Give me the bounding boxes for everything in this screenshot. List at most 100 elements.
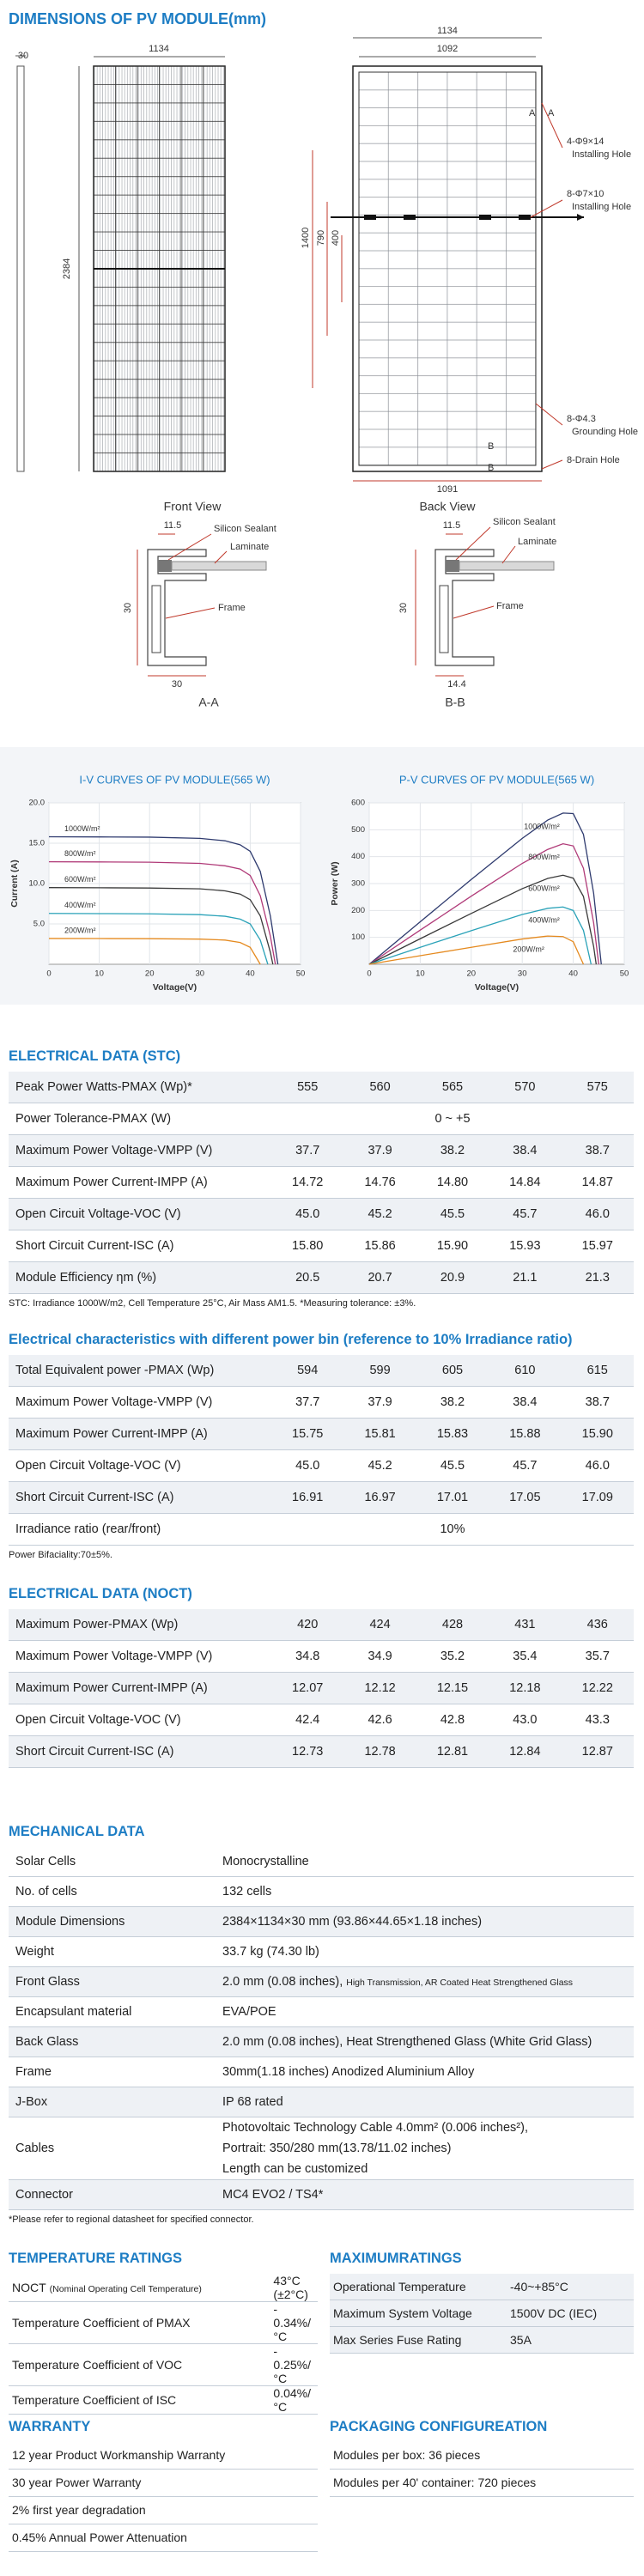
maximum-ratings: MAXIMUMRATINGS Operational Temperature -40… <box>330 2243 634 2354</box>
cell: 14.80 <box>416 1166 489 1199</box>
table-row: Frame 30mm(1.18 inches) Anodized Aluminiu… <box>9 2057 634 2087</box>
row-label: Open Circuit Voltage-VOC (V) <box>9 1704 271 1736</box>
table-row: Peak Power Watts-PMAX (Wp)* 555 560 565 570 5… <box>9 1072 634 1103</box>
dimension-label: 2384 <box>62 258 72 279</box>
list-item: Modules per box: 36 pieces <box>330 2442 634 2470</box>
cell: 15.90 <box>416 1230 489 1262</box>
series-label: 800W/m² <box>64 849 96 858</box>
cell: 45.0 <box>271 1449 344 1482</box>
cell: 570 <box>489 1072 562 1103</box>
row-label: Encapsulant material <box>9 1996 216 2027</box>
row-label: Short Circuit Current-ISC (A) <box>9 1230 271 1262</box>
cell: 14.84 <box>489 1166 562 1199</box>
row-label: Maximum Power Current-IMPP (A) <box>9 1166 271 1199</box>
x-tick-label: 10 <box>416 969 425 979</box>
note-label: 4-Φ9×14 <box>567 137 604 147</box>
leader <box>530 199 563 218</box>
warranty: WARRANTY 12 year Product Workmanship Warr… <box>9 2411 318 2552</box>
cell: 15.93 <box>489 1230 562 1262</box>
chart-title: I-V CURVES OF PV MODULE(565 W) <box>79 773 270 786</box>
series-line <box>48 913 269 965</box>
cell: 35.7 <box>561 1640 634 1673</box>
x-tick-label: 20 <box>145 969 155 979</box>
cell: 560 <box>343 1072 416 1103</box>
cell: 12.81 <box>416 1735 489 1768</box>
table-row: J-Box IP 68 rated <box>9 2087 634 2117</box>
row-label: Irradiance ratio (rear/front) <box>9 1513 271 1546</box>
note: Power Bifaciality:70±5%. <box>9 1550 112 1560</box>
x-tick-label: 0 <box>367 969 371 979</box>
value-text: 33.7 kg (74.30 lb) <box>222 1945 319 1959</box>
cell: 12.84 <box>489 1735 562 1768</box>
cell: 45.2 <box>343 1198 416 1230</box>
value-text: 2.0 mm (0.08 inches), Heat Strengthened … <box>222 2035 592 2049</box>
leader <box>167 533 212 561</box>
y-tick-label: 5.0 <box>33 920 45 929</box>
row-value: 132 cells <box>216 1876 634 1907</box>
value-text: 2.0 mm (0.08 inches), <box>222 1975 343 1989</box>
y-tick-label: 300 <box>351 879 365 889</box>
table-row: Maximum System Voltage 1500V DC (IEC) <box>330 2300 634 2327</box>
x-tick-label: 40 <box>246 969 255 979</box>
table-row: Maximum Power Voltage-VMPP (V) 37.7 37.9 38… <box>9 1134 634 1167</box>
x-tick-label: 10 <box>94 969 104 979</box>
cell: 17.09 <box>561 1481 634 1514</box>
data-table: Solar Cells Monocrystalline No. of cells 13… <box>9 1847 634 2210</box>
mounting-hole <box>364 215 376 220</box>
cell: 37.9 <box>343 1386 416 1419</box>
cell: 34.8 <box>271 1640 344 1673</box>
y-tick-label: 10.0 <box>29 879 46 889</box>
y-tick-label: 15.0 <box>29 839 46 848</box>
cell: 15.83 <box>416 1418 489 1450</box>
note: *Please refer to regional datasheet for … <box>9 2215 254 2225</box>
row-label: Short Circuit Current-ISC (A) <box>9 1735 271 1768</box>
cell: 16.91 <box>271 1481 344 1514</box>
row-label: Max Series Fuse Rating <box>330 2326 503 2354</box>
row-label: Total Equivalent power -PMAX (Wp) <box>9 1355 271 1387</box>
cell: 38.4 <box>489 1134 562 1167</box>
row-value: 35A <box>503 2326 634 2354</box>
row-label: J-Box <box>9 2087 216 2117</box>
value-text: MC4 EVO2 / TS4* <box>222 2188 324 2202</box>
frame-profile <box>434 549 555 666</box>
row-value: Monocrystalline <box>216 1847 634 1877</box>
table-row: Maximum Power Voltage-VMPP (V) 34.8 34.9 35… <box>9 1640 634 1673</box>
label-text: Operational Temperature <box>333 2280 466 2293</box>
cell: 15.97 <box>561 1230 634 1262</box>
section-title: MECHANICAL DATA <box>9 1824 145 1839</box>
row-label: Back Glass <box>9 2026 216 2057</box>
value-note: High Transmission, AR Coated Heat Streng… <box>346 1978 574 1988</box>
cell: 428 <box>416 1609 489 1641</box>
cell: 12.22 <box>561 1672 634 1704</box>
label-note: (Nominal Operating Cell Temperature) <box>49 2284 202 2294</box>
note-label: Grounding Hole <box>572 427 638 437</box>
cell: 420 <box>271 1609 344 1641</box>
series-line <box>368 874 597 965</box>
cell: 15.75 <box>271 1418 344 1450</box>
list-item: 30 year Power Warranty <box>9 2470 318 2497</box>
arrow <box>577 214 584 221</box>
leader <box>501 545 516 564</box>
y-tick-label: 100 <box>351 933 365 942</box>
table-row: Maximum Power Current-IMPP (A) 12.07 12.12… <box>9 1672 634 1704</box>
row-label: No. of cells <box>9 1876 216 1907</box>
table-row: NOCT (Nominal Operating Cell Temperature)… <box>9 2274 318 2302</box>
cell: 43.0 <box>489 1704 562 1736</box>
list-item: Modules per 40' container: 720 pieces <box>330 2470 634 2497</box>
temperature-ratings: TEMPERATURE RATINGS NOCT (Nominal Operatin… <box>9 2243 318 2415</box>
cell: 12.15 <box>416 1672 489 1704</box>
row-value: - 0.34%/°C <box>266 2301 318 2344</box>
row-label: Connector <box>9 2179 216 2210</box>
leader <box>541 459 563 470</box>
x-axis-label: Voltage(V) <box>475 982 519 993</box>
section-mark: A <box>529 108 536 118</box>
view-caption: Front View <box>164 500 222 513</box>
value-text: IP 68 rated <box>222 2095 283 2109</box>
dimension-label: 30 <box>123 603 133 613</box>
dimension-label: 11.5 <box>443 520 461 531</box>
note-label: 8-Φ4.3 <box>567 414 596 424</box>
cell: 14.87 <box>561 1166 634 1199</box>
row-label: Frame <box>9 2057 216 2087</box>
row-label: Peak Power Watts-PMAX (Wp)* <box>9 1072 271 1103</box>
